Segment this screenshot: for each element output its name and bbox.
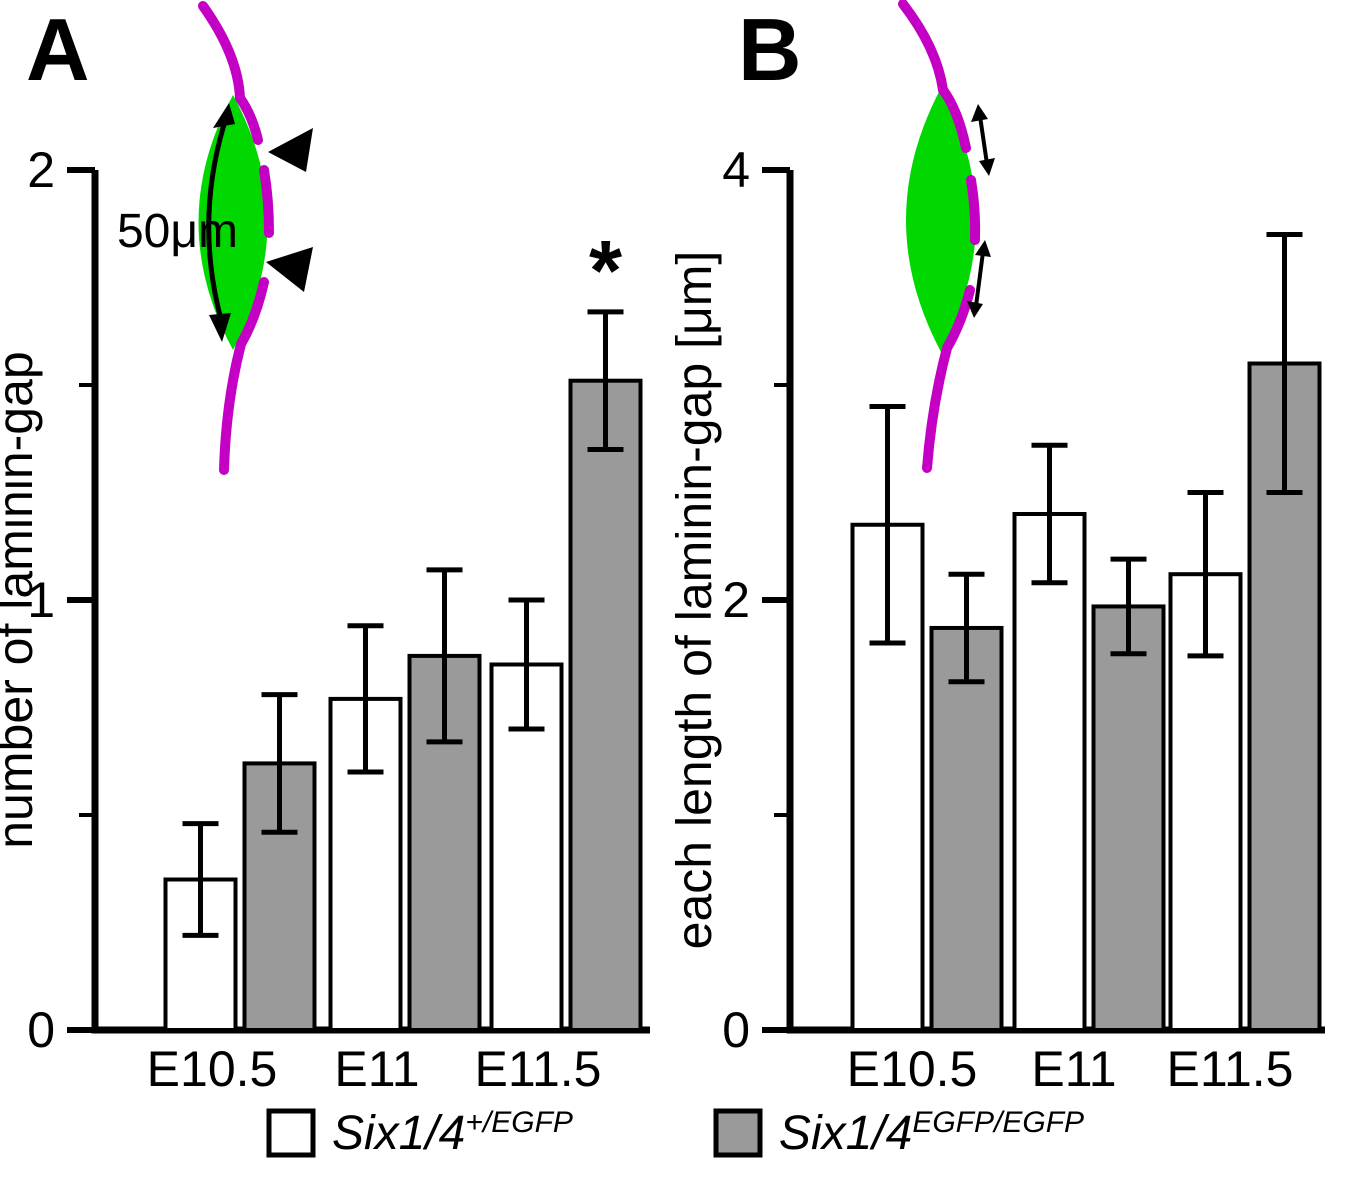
legend-label-homozygote: Six1/4EGFP/EGFP [779, 1108, 1084, 1158]
legend-swatch-gray [713, 1108, 763, 1158]
y-tick-label: 2 [27, 142, 55, 198]
laminin-segment-1 [938, 85, 971, 153]
legend-label-base: Six1/4 [331, 1107, 466, 1160]
y-tick-label: 4 [722, 142, 750, 198]
bar-E11-series1 [1091, 604, 1166, 1032]
gap-length-arrow-2 [974, 251, 985, 307]
scale-arc [206, 114, 230, 331]
bar-E11-series0 [1012, 512, 1087, 1032]
y-tick-label: 0 [27, 1002, 55, 1058]
eye-schematic-b [898, 0, 995, 473]
laminin-segment-3 [219, 277, 269, 475]
y-axis-title: each length of laminin-gap [μm] [675, 251, 722, 950]
category-label: E11 [334, 1041, 419, 1097]
legend: Six1/4+/EGFP Six1/4EGFP/EGFP [0, 1108, 1350, 1158]
chart-panel-b: 0 2 4 E10.5 E11 E11.5 each length of laminin-g… [675, 0, 1325, 1097]
category-label: E10.5 [847, 1041, 978, 1097]
laminin-curve-upper [898, 0, 948, 95]
legend-swatch-white [266, 1108, 316, 1158]
scale-arc-head-top [213, 103, 235, 128]
gap-arrowhead-upper [268, 128, 313, 172]
category-label: E10.5 [147, 1041, 278, 1097]
eye-schematic-a: 50μm [117, 1, 313, 475]
legend-item-heterozygote: Six1/4+/EGFP [266, 1108, 573, 1158]
panel-b-label: B [738, 0, 802, 99]
gap-arrowhead-lower [266, 247, 313, 292]
laminin-segment-3 [922, 285, 975, 473]
laminin-curve-upper [198, 1, 245, 103]
gap-length-arrow-1-head-bottom [979, 158, 995, 176]
y-tick-label: 2 [722, 572, 750, 628]
chart-panel-a: 50μm 0 1 2 E10.5 E11 E11.5 number of laminin-g… [0, 1, 650, 1097]
lens-vesicle-shape [906, 88, 976, 352]
bar-E11.5-series1 [568, 378, 643, 1032]
laminin-segment-2 [966, 175, 981, 245]
gap-length-arrow-2-head-bottom [967, 301, 983, 318]
y-tick-label: 1 [27, 572, 55, 628]
y-axis-title: number of laminin-gap [0, 351, 43, 849]
category-label: E11 [1031, 1041, 1116, 1097]
laminin-segment-1 [235, 93, 263, 145]
panel-a-label: A [26, 0, 90, 99]
scale-arc-head-bottom [209, 313, 231, 342]
significance-asterisk: * [589, 224, 622, 319]
category-label: E11.5 [1167, 1041, 1294, 1097]
bar-E10.5-series1 [929, 625, 1004, 1032]
legend-label-base: Six1/4 [778, 1107, 913, 1160]
scale-label: 50μm [117, 205, 238, 258]
gap-length-arrow-1 [978, 115, 989, 165]
legend-label-superscript: EGFP/EGFP [912, 1106, 1085, 1139]
gap-length-arrow-2-head-top [975, 240, 991, 257]
legend-label-heterozygote: Six1/4+/EGFP [332, 1108, 573, 1158]
y-tick-label: 0 [722, 1002, 750, 1058]
legend-label-superscript: +/EGFP [465, 1106, 573, 1139]
legend-item-homozygote: Six1/4EGFP/EGFP [713, 1108, 1084, 1158]
laminin-segment-2 [259, 165, 274, 238]
category-label: E11.5 [475, 1041, 602, 1097]
gap-length-arrow-1-head-top [971, 104, 988, 122]
